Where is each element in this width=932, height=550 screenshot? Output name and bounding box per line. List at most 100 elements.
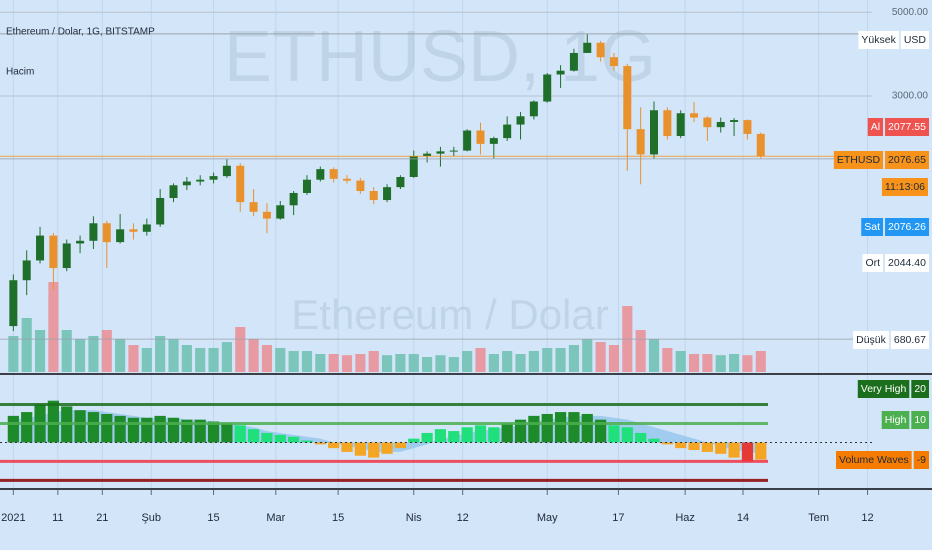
candle-body <box>489 138 498 144</box>
volume-bar <box>21 318 32 372</box>
candle-body <box>716 121 725 128</box>
watermark-sub: Ethereum / Dolar <box>291 291 608 338</box>
volume-bar <box>381 355 393 372</box>
candle-body <box>196 179 205 182</box>
wave-bar <box>261 432 273 443</box>
candle-body <box>89 223 98 241</box>
candle-body <box>22 260 31 281</box>
candle-body <box>609 57 618 67</box>
volume-bar <box>675 351 686 372</box>
candle-body <box>276 205 285 219</box>
candle-body <box>583 42 592 53</box>
tag-box <box>885 254 929 272</box>
wave-bar <box>21 412 33 443</box>
volume-bar <box>368 351 379 372</box>
wave-bar <box>274 434 286 443</box>
volume-bar <box>448 357 459 372</box>
volume-bar <box>502 351 513 372</box>
candle-body <box>543 74 552 102</box>
tag-box <box>911 380 929 398</box>
x-tick-label: 15 <box>332 512 344 524</box>
candle-body <box>423 153 432 157</box>
wave-bar <box>247 429 260 443</box>
candle-body <box>129 229 138 232</box>
x-tick-label: Şub <box>141 512 161 524</box>
candle-body <box>156 197 165 225</box>
candle-body <box>663 110 672 136</box>
wave-bar <box>595 419 607 443</box>
tag-box <box>833 151 884 169</box>
volume-bar <box>61 330 72 372</box>
plot <box>0 33 872 482</box>
candle-body <box>636 129 645 155</box>
candle-body <box>569 52 578 71</box>
volume-bar <box>168 339 179 372</box>
wave-bar <box>127 417 140 443</box>
x-tick-label: 15 <box>207 512 219 524</box>
volume-bar <box>75 339 86 372</box>
wave-bar <box>114 415 126 443</box>
tag-box <box>881 411 910 429</box>
wave-bar <box>87 412 100 443</box>
volume-bar <box>662 348 673 372</box>
wave-bar <box>301 440 313 443</box>
x-tick-label: 17 <box>612 512 624 524</box>
wave-bar <box>154 415 166 443</box>
volume-bar <box>221 342 232 372</box>
wave-bar <box>207 421 220 443</box>
wave-bar <box>728 442 740 458</box>
wave-bar <box>181 419 193 443</box>
x-tick-label: 14 <box>737 512 749 524</box>
tag-label: Sat <box>864 221 880 233</box>
tag-value: -9 <box>917 454 926 466</box>
x-tick-label: Haz <box>675 512 695 524</box>
volume-bar <box>528 351 539 372</box>
volume-bar <box>568 345 579 372</box>
volume-bar <box>48 282 59 372</box>
candle-body <box>182 181 191 186</box>
volume-bar <box>395 354 406 372</box>
wave-bar <box>461 427 473 443</box>
volume-bar <box>635 330 646 372</box>
candle-body <box>623 66 632 130</box>
wave-bar <box>528 415 540 443</box>
volume-bar <box>8 336 19 372</box>
volume-bar <box>288 351 299 372</box>
tag-value: USD <box>904 34 927 46</box>
wave-bar <box>354 442 366 456</box>
candle-body <box>49 235 58 269</box>
volume-bar <box>555 348 566 372</box>
wave-bar <box>554 412 567 443</box>
candle-body <box>36 235 45 261</box>
candle-body <box>289 192 298 206</box>
x-tick-label: 2021 <box>1 512 25 524</box>
wave-bar <box>381 442 393 454</box>
tag-value: 2077.55 <box>888 121 926 133</box>
volume-bar <box>341 355 353 372</box>
volume-bar <box>355 354 366 372</box>
wave-bar <box>661 442 673 445</box>
candle-body <box>142 224 151 232</box>
volume-bar <box>248 339 259 372</box>
candle-body <box>316 169 325 180</box>
candle-body <box>743 120 752 134</box>
candle-body <box>756 133 765 157</box>
tag-label: Yüksek <box>861 34 896 46</box>
volume-label: Hacim <box>6 67 34 78</box>
candle-body <box>396 176 405 188</box>
x-tick-label: 11 <box>52 512 63 524</box>
candle-body <box>9 280 18 327</box>
candle-body <box>596 42 605 58</box>
tag-box <box>862 254 884 272</box>
wave-bar <box>47 400 59 443</box>
candle-body <box>383 187 392 201</box>
tags: USD Yüksek 2077.55 Al 2076.65 ETHUSD 2076.26 Sa… <box>833 31 929 469</box>
tag-label: Al <box>871 121 880 133</box>
volume-bar <box>275 348 286 372</box>
x-tick-label: 21 <box>96 512 108 524</box>
wave-bar <box>434 429 447 443</box>
wave-bar <box>194 419 206 443</box>
tag-box <box>836 451 912 469</box>
candle-body <box>236 165 245 203</box>
